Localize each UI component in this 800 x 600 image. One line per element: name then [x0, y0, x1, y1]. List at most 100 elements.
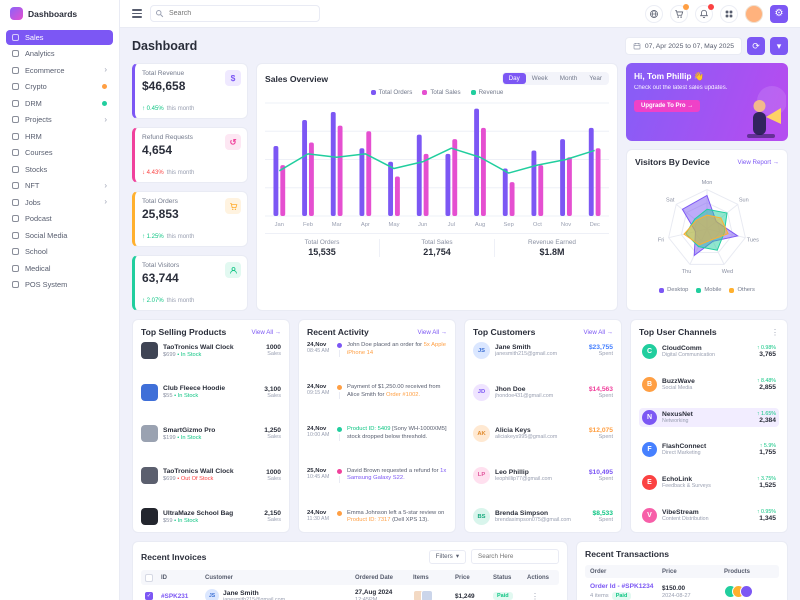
legend-others[interactable]: Others: [729, 287, 755, 293]
month-label: Mar: [331, 222, 342, 228]
drm-icon: [12, 99, 19, 107]
sidebar-item-school[interactable]: School: [6, 244, 113, 259]
activity-link[interactable]: Product ID: 5409: [347, 425, 391, 432]
stock-status: In Stock: [174, 518, 198, 524]
table-row[interactable]: Order Id - #SPK1234 4 items Paid $150.00 …: [585, 578, 779, 600]
sidebar-item-nft[interactable]: NFT ›: [6, 178, 113, 193]
menu-toggle-icon[interactable]: [132, 9, 142, 18]
channel-row[interactable]: V VibeStream Content Distribution ↑ 0.95%…: [639, 506, 779, 525]
sidebar-item-crypto[interactable]: Crypto: [6, 79, 113, 94]
activity-link[interactable]: Product ID: 7317: [347, 517, 391, 524]
sidebar-item-social-media[interactable]: Social Media: [6, 228, 113, 243]
product-row[interactable]: UltraMaze School Bag $59 In Stock 2,150S…: [141, 508, 281, 525]
tab-year[interactable]: Year: [589, 75, 602, 82]
customer-row[interactable]: JS Jane Smith janesmith215@gmail.com $23,…: [473, 342, 613, 359]
avatar: JS: [205, 589, 219, 600]
user-avatar[interactable]: [745, 4, 763, 23]
month-label: Sep: [503, 222, 514, 228]
greeting-text: Hi, Tom Phillip 👋: [634, 71, 705, 81]
tab-month[interactable]: Month: [559, 75, 578, 82]
stat-value: 25,853: [142, 207, 179, 221]
stat-card-total-visitors: Total Visitors 63,744 ↑ 2.07% this month: [132, 255, 248, 311]
app-logo-icon[interactable]: [10, 7, 23, 20]
channel-row[interactable]: F FlashConnect Direct Marketing ↑ 5.9% 1,7…: [639, 440, 779, 459]
sidebar-item-medical[interactable]: Medical: [6, 261, 113, 276]
activity-link[interactable]: Order #1002.: [385, 391, 421, 398]
sidebar-item-hrm[interactable]: HRM: [6, 129, 113, 144]
channel-row[interactable]: N NexusNet Networking ↑ 1.65% 2,384: [639, 407, 779, 427]
activity-link[interactable]: 5x Apple iPhone 14: [347, 342, 446, 356]
customer-row[interactable]: BS Brenda Simpson brendasimpson075@gmail.…: [473, 508, 613, 525]
customer-row[interactable]: JD Jhon Doe jhondoe431@gmail.com $14,563 S…: [473, 383, 613, 401]
product-row[interactable]: TaoTronics Wall Clock $699 Out Of Stock …: [141, 466, 281, 484]
sidebar-item-pos-system[interactable]: POS System: [6, 277, 113, 292]
orders-cart-icon: [225, 198, 241, 214]
product-row[interactable]: TaoTronics Wall Clock $699 In Stock 1000…: [141, 342, 281, 359]
sidebar-item-analytics[interactable]: Analytics: [6, 46, 113, 61]
sidebar-item-label: Podcast: [25, 214, 52, 223]
language-button[interactable]: [645, 4, 663, 23]
invoice-search-input[interactable]: [471, 549, 559, 564]
tab-day[interactable]: Day: [502, 73, 526, 84]
sidebar-item-projects[interactable]: Projects ›: [6, 112, 113, 127]
row-checkbox[interactable]: [145, 592, 153, 600]
channel-row[interactable]: C CloudComm Digital Communication ↑ 0.98%…: [639, 342, 779, 361]
sidebar-item-jobs[interactable]: Jobs ›: [6, 195, 113, 210]
invoice-id[interactable]: #SPK231: [161, 592, 189, 600]
legend-dot: [659, 287, 665, 293]
page-header: Dashboard 07, Apr 2025 to 07, May 2025 ⟳…: [132, 37, 788, 55]
stat-label: Total Visitors: [142, 262, 180, 269]
product-row[interactable]: Club Fleece Hoodie $55 In Stock 3,100Sal…: [141, 383, 281, 401]
sidebar-item-courses[interactable]: Courses: [6, 145, 113, 160]
legend-dot: [370, 90, 376, 95]
more-actions-button[interactable]: ▾: [770, 37, 788, 55]
upgrade-promo-card: Hi, Tom Phillip 👋 Check out the latest s…: [626, 63, 788, 141]
settings-button[interactable]: ⚙: [770, 4, 788, 23]
kebab-menu-icon[interactable]: ⋮: [771, 327, 779, 337]
sidebar-item-label: Courses: [25, 148, 53, 157]
view-all-link[interactable]: View All →: [251, 328, 281, 336]
sidebar-item-ecommerce[interactable]: Ecommerce ›: [6, 63, 113, 78]
activity-link[interactable]: 1x Samsung Galaxy S22.: [347, 467, 447, 482]
cart-button[interactable]: [670, 3, 689, 23]
legend-mobile[interactable]: Mobile: [696, 287, 721, 293]
legend-desktop[interactable]: Desktop: [659, 287, 688, 293]
upgrade-button[interactable]: Upgrade To Pro →: [634, 99, 701, 112]
refresh-button[interactable]: ⟳: [747, 37, 765, 55]
sidebar-item-stocks[interactable]: Stocks: [6, 162, 113, 177]
sidebar-item-podcast[interactable]: Podcast: [6, 211, 113, 226]
view-all-link[interactable]: View All →: [583, 328, 613, 336]
stat-change: ↑ 0.45%: [142, 106, 164, 112]
svg-text:Sun: Sun: [739, 198, 749, 204]
date-range-picker[interactable]: 07, Apr 2025 to 07, May 2025: [624, 37, 742, 55]
view-report-link[interactable]: View Report →: [737, 158, 780, 166]
select-all-checkbox[interactable]: [145, 573, 153, 582]
legend-revenue[interactable]: Revenue: [470, 89, 503, 96]
table-row[interactable]: #SPK231 JS Jane Smith janesmith215@gmail…: [141, 585, 559, 600]
jobs-icon: [12, 198, 19, 206]
channel-row[interactable]: E EchoLink Feedback & Surveys ↑ 3.75% 1,52…: [639, 473, 779, 492]
customer-row[interactable]: AK Alicia Keys aliciakeys995@gmail.com $1…: [473, 425, 613, 442]
svg-text:Sat: Sat: [666, 198, 675, 204]
customer-row[interactable]: LP Leo Phillip leophillip77@gmail.com $10…: [473, 466, 613, 484]
stat-label: Refund Requests: [142, 134, 193, 141]
legend-total-sales[interactable]: Total Sales: [422, 89, 461, 96]
order-id[interactable]: Order Id - #SPK1234: [590, 583, 654, 590]
apps-button[interactable]: [720, 4, 738, 23]
tab-week[interactable]: Week: [531, 75, 548, 82]
search-input[interactable]: [150, 5, 320, 22]
summary-value: $1.8M: [539, 247, 565, 257]
page-title: Dashboard: [132, 39, 198, 53]
legend-total-orders[interactable]: Total Orders: [370, 89, 412, 96]
row-actions-icon[interactable]: ⋮: [531, 591, 539, 600]
timeline-dot-icon: [337, 343, 342, 348]
stat-period: this month: [166, 298, 195, 304]
sidebar-item-drm[interactable]: DRM: [6, 96, 113, 111]
timeline-dot-icon: [337, 426, 342, 432]
channel-row[interactable]: B BuzzWave Social Media ↑ 8.48% 2,855: [639, 375, 779, 394]
view-all-link[interactable]: View All →: [417, 328, 447, 336]
sidebar-item-sales[interactable]: Sales: [6, 29, 113, 45]
filters-button[interactable]: Filters ▾: [428, 549, 466, 564]
notifications-button[interactable]: [695, 3, 714, 23]
